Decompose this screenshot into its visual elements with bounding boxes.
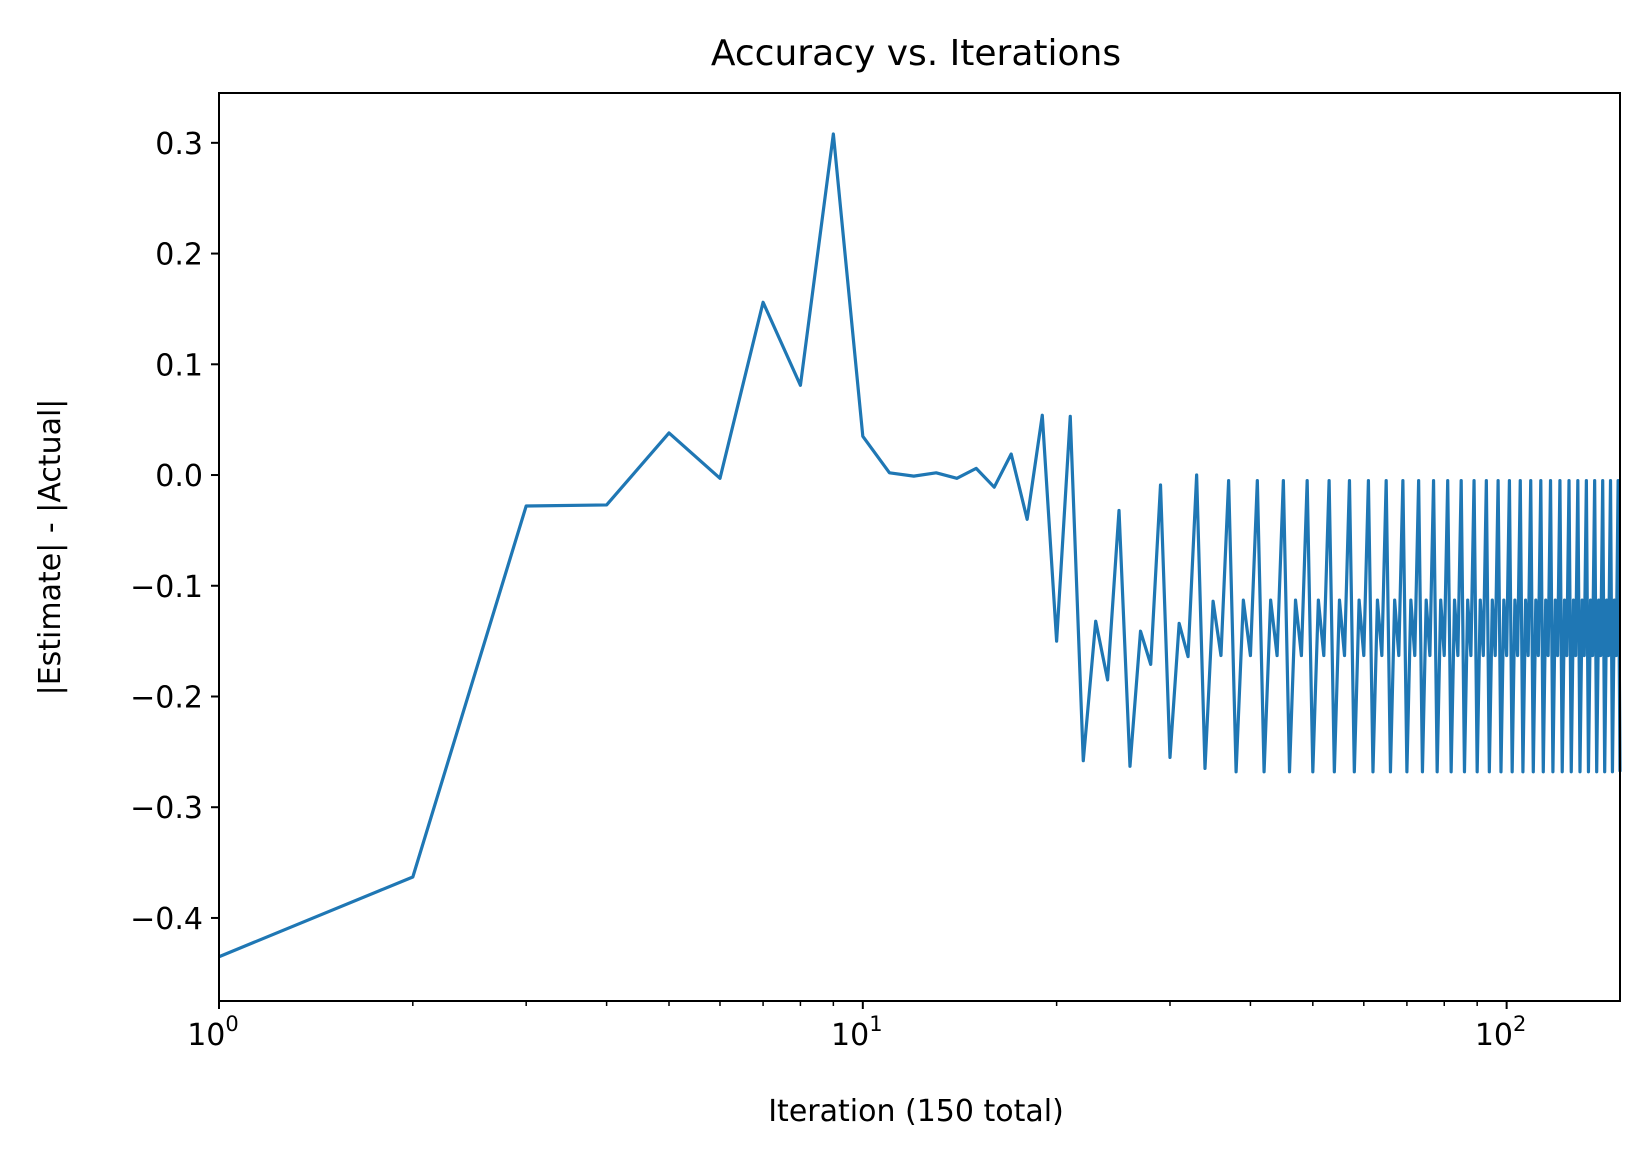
- plot-frame: [218, 92, 1621, 1002]
- y-tick-label: 0.3: [155, 127, 203, 162]
- y-axis-ticks: 0.3 0.2 0.1 0.0 −0.1 −0.2 −0.3 −0.4: [130, 127, 219, 937]
- y-tick-label: −0.3: [130, 791, 203, 826]
- y-tick-label: 0.0: [155, 459, 203, 494]
- y-axis-label: |Estimate| - |Actual|: [33, 399, 68, 696]
- chart-title: Accuracy vs. Iterations: [711, 33, 1121, 74]
- y-tick-label: −0.4: [130, 902, 203, 937]
- y-tick-label: 0.2: [155, 238, 203, 273]
- y-tick-label: 0.1: [155, 348, 203, 383]
- y-tick-label: −0.1: [130, 570, 203, 605]
- y-tick-label: −0.2: [130, 680, 203, 715]
- series-line: [218, 132, 1622, 959]
- x-axis-label: Iteration (150 total): [768, 1094, 1064, 1129]
- series-layer: [218, 132, 1622, 959]
